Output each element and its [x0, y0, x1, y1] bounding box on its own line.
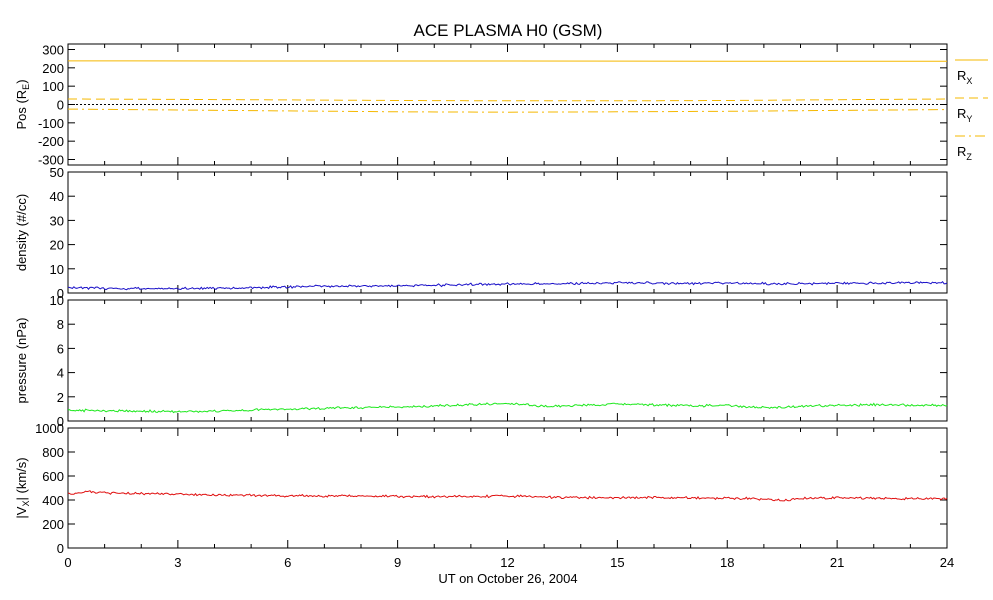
- y-axis-label: |VX| (km/s): [14, 457, 31, 518]
- panel-pressure: 0 2 4 6 8 10 pressure (nPa): [14, 293, 948, 429]
- y-tick-label: 6: [57, 341, 64, 356]
- panel-frame: [67, 43, 948, 166]
- panel-pos: -300 -200 -100 0 100 200 300 Pos (RE) RX RY RZ: [14, 43, 988, 168]
- y-tick-label: 0: [57, 541, 64, 556]
- y-tick-label: 50: [50, 165, 64, 180]
- panel-vx: 0 200 400 600 800 1000 |VX| (km/s): [14, 421, 948, 556]
- panel-frame: [67, 299, 948, 422]
- y-tick-label: 300: [42, 43, 64, 58]
- series-line-vx-0: [67, 490, 948, 502]
- x-tick-label: 12: [500, 555, 514, 570]
- x-tick-label: 3: [174, 555, 181, 570]
- y-tick-label: 8: [57, 317, 64, 332]
- y-tick-label: 800: [42, 445, 64, 460]
- y-tick-label: -100: [38, 116, 64, 131]
- y-axis-label: density (#/cc): [14, 194, 29, 271]
- y-tick-label: 600: [42, 469, 64, 484]
- y-tick-label: 2: [57, 390, 64, 405]
- x-tick-label: 9: [394, 555, 401, 570]
- y-tick-label: 40: [50, 189, 64, 204]
- y-axis-label: pressure (nPa): [14, 318, 29, 404]
- panel-frame: [67, 171, 948, 294]
- x-tick-label: 15: [610, 555, 624, 570]
- x-tick-label: 0: [64, 555, 71, 570]
- legend-label: RZ: [957, 144, 972, 162]
- y-tick-label: 0: [57, 98, 64, 113]
- y-tick-label: 1000: [35, 421, 64, 436]
- x-tick-label: 24: [940, 555, 954, 570]
- series-line-density-0: [67, 280, 948, 291]
- panel-density: 0 10 20 30 40 50 density (#/cc): [14, 165, 948, 301]
- y-tick-label: 0: [57, 286, 64, 301]
- y-axis-label: Pos (RE): [14, 79, 31, 129]
- series-line-pos-2: [67, 108, 948, 113]
- y-tick-label: -200: [38, 134, 64, 149]
- y-tick-label: 10: [50, 293, 64, 308]
- x-tick-label: 18: [720, 555, 734, 570]
- y-tick-label: 4: [57, 366, 64, 381]
- y-tick-label: 400: [42, 493, 64, 508]
- x-axis-label: UT on October 26, 2004: [438, 571, 577, 586]
- legend-label: RY: [957, 106, 972, 124]
- chart-title: ACE PLASMA H0 (GSM): [414, 21, 603, 40]
- y-tick-label: 0: [57, 414, 64, 429]
- y-tick-label: 100: [42, 79, 64, 94]
- y-tick-label: -300: [38, 153, 64, 168]
- y-tick-label: 200: [42, 517, 64, 532]
- y-tick-label: 10: [50, 262, 64, 277]
- panel-frame: [67, 427, 948, 549]
- y-tick-label: 200: [42, 61, 64, 76]
- x-tick-label: 21: [830, 555, 844, 570]
- y-tick-label: 20: [50, 238, 64, 253]
- legend-label: RX: [957, 68, 972, 86]
- x-tick-label: 6: [284, 555, 291, 570]
- y-tick-label: 30: [50, 213, 64, 228]
- series-line-pos-1: [67, 98, 948, 102]
- series-line-pressure-0: [67, 402, 948, 414]
